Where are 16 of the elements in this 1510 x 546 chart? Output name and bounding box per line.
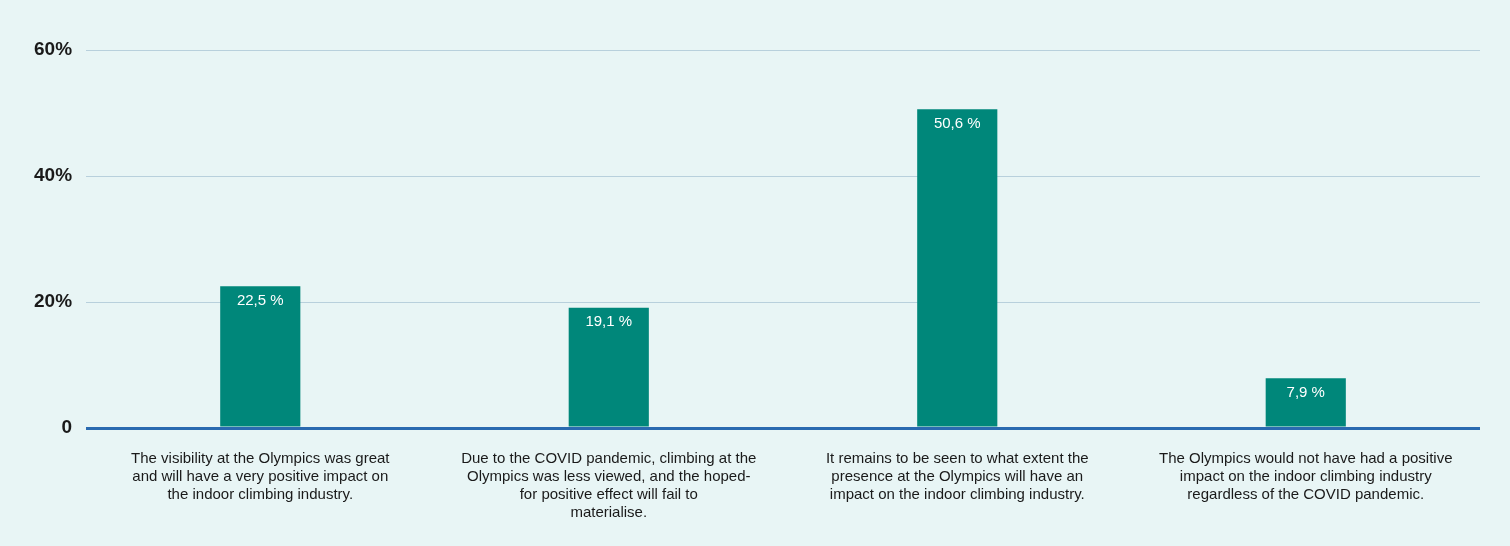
data-label: 22,5 % <box>236 290 284 308</box>
bar <box>1265 378 1346 427</box>
y-tick-label: 20% <box>34 290 73 312</box>
data-label: 19,1 % <box>585 312 633 330</box>
bar <box>917 109 998 427</box>
bar <box>568 307 649 427</box>
data-label: 50,6 % <box>933 113 981 131</box>
x-tick-label: Due to the COVID pandemic, climbing at the Olympics was less viewed, and the hoped-for positive effect will fail to materialise. <box>461 449 757 521</box>
y-tick-label: 0 <box>61 416 73 438</box>
bar <box>220 286 301 427</box>
y-tick-label: 40% <box>34 164 73 186</box>
y-tick-label: 60% <box>34 38 73 60</box>
x-tick-label: The visibility at the Olympics was great and will have a very positive impact on the indoor climbing industry. <box>131 449 391 503</box>
x-tick-label: The Olympics would not have had a positive impact on the indoor climbing industry regardless of the COVID pandemic. <box>1159 449 1453 503</box>
x-tick-label: It remains to be seen to what extent the presence at the Olympics will have an impact on the indoor climbing industry. <box>825 449 1089 503</box>
data-label: 7,9 % <box>1286 382 1325 400</box>
